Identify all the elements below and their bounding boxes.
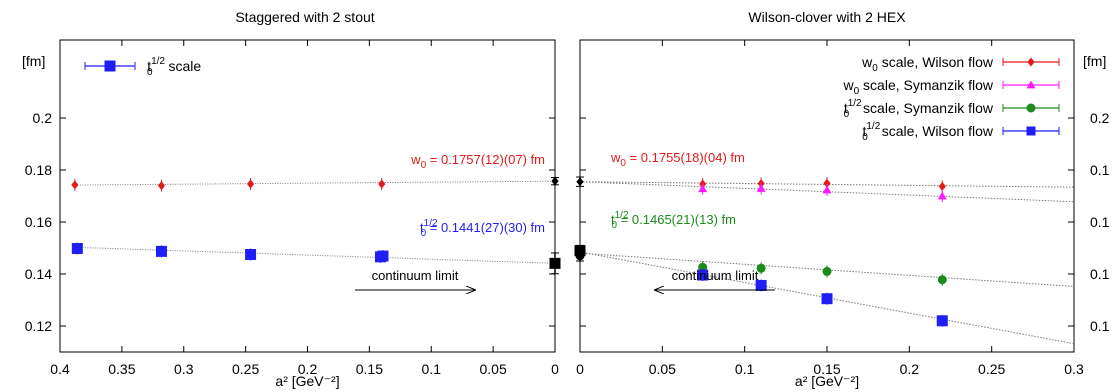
x-tick-label: 0.3 <box>174 361 194 377</box>
x-axis-label: a² [GeV⁻²] <box>795 373 859 389</box>
legend-marker <box>104 60 116 72</box>
y-tick-label: 0.1 <box>1090 266 1110 282</box>
data-point <box>246 179 255 189</box>
x-axis-label: a² [GeV⁻²] <box>275 373 339 389</box>
x-tick-label: 0.25 <box>232 361 259 377</box>
x-tick-label: 0.3 <box>1064 361 1084 377</box>
x-tick-label: 0.4 <box>50 361 70 377</box>
continuum-point <box>551 176 559 186</box>
x-tick-label: 0.1 <box>422 361 442 377</box>
x-tick-label: 0 <box>551 361 559 377</box>
continuum-point <box>576 177 584 187</box>
x-tick-label: 0.15 <box>356 361 383 377</box>
data-point <box>245 249 257 260</box>
data-point <box>71 243 83 255</box>
data-point <box>756 183 766 192</box>
data-point <box>936 315 948 327</box>
fit-line <box>72 180 556 186</box>
data-point <box>938 181 946 191</box>
y-tick-label: 0.12 <box>25 318 52 334</box>
continuum-limit-label: continuum limit <box>672 268 759 283</box>
x-tick-label: 0.2 <box>900 361 920 377</box>
legend-label: w0 scale, Symanzik flow <box>842 77 993 97</box>
x-tick-label: 0.25 <box>978 361 1005 377</box>
x-tick-label: 0 <box>576 361 584 377</box>
data-point <box>155 245 167 257</box>
data-point <box>377 250 389 262</box>
data-point <box>937 191 947 200</box>
data-point <box>71 180 79 190</box>
legend-label: t1/2 0 scale, Symanzik flow <box>844 98 994 120</box>
legend-marker <box>1026 126 1036 136</box>
data-point <box>821 293 833 305</box>
result-annotation: t1/2 0 = 0.1465(21)(13) fm <box>611 210 736 231</box>
data-point <box>756 263 766 273</box>
result-annotation: w0 = 0.1757(12)(07) fm <box>410 152 545 171</box>
data-point <box>823 178 831 188</box>
x-tick-label: 0.1 <box>735 361 755 377</box>
legend-marker <box>1026 80 1036 89</box>
y-tick-label: 0.1 <box>1090 318 1110 334</box>
result-annotation: t1/2 0 = 0.1441(27)(30) fm <box>420 218 545 239</box>
y-tick-label: 0.16 <box>25 214 52 230</box>
data-point <box>755 279 767 291</box>
x-tick-label: 0.05 <box>480 361 507 377</box>
x-tick-label: 0.15 <box>813 361 840 377</box>
y-tick-label: 0.18 <box>25 162 52 178</box>
left-panel-staggered: Staggered with 2 stout [fm] 0.12 0.14 0.16 0.… <box>22 9 561 389</box>
legend-label: t1/2 0 scale, Wilson flow <box>862 121 994 143</box>
continuum-point <box>575 251 585 261</box>
y-tick-label: 0.14 <box>25 266 52 282</box>
data-point <box>157 181 166 191</box>
continuum-limit-label: continuum limit <box>372 268 459 283</box>
data-point <box>698 262 708 272</box>
x-tick-label: 0.35 <box>108 361 135 377</box>
y-tick-label: 0.2 <box>33 110 53 126</box>
data-point <box>378 179 386 189</box>
legend-label: t1/2 0 scale <box>147 56 201 78</box>
continuum-point <box>549 257 561 269</box>
legend-label: w0 scale, Wilson flow <box>861 54 994 74</box>
data-point <box>697 269 709 281</box>
chart-title: Staggered with 2 stout <box>235 9 374 25</box>
y-tick-label: 0.2 <box>1090 110 1110 126</box>
y-tick-label: 0.1 <box>1090 214 1110 230</box>
data-point <box>937 275 947 285</box>
fit-line <box>72 246 556 264</box>
data-point <box>822 266 832 276</box>
legend-marker <box>1026 103 1036 113</box>
plot-frame <box>59 39 556 353</box>
chart-title: Wilson-clover with 2 HEX <box>748 9 906 25</box>
data-point <box>822 185 832 194</box>
y-axis-label: [fm] <box>1083 53 1106 69</box>
y-axis-label: [fm] <box>22 53 45 69</box>
data-point <box>698 184 708 193</box>
x-tick-label: 0.2 <box>298 361 318 377</box>
x-tick-label: 0.05 <box>649 361 676 377</box>
legend-marker <box>1027 57 1035 67</box>
y-tick-label: 0.1 <box>1090 162 1110 178</box>
result-annotation: w0 = 0.1755(18)(04) fm <box>610 150 745 169</box>
right-panel-wilson-clover: Wilson-clover with 2 HEX [fm] 0.1 0.1 0.1 0.1… <box>574 9 1110 389</box>
